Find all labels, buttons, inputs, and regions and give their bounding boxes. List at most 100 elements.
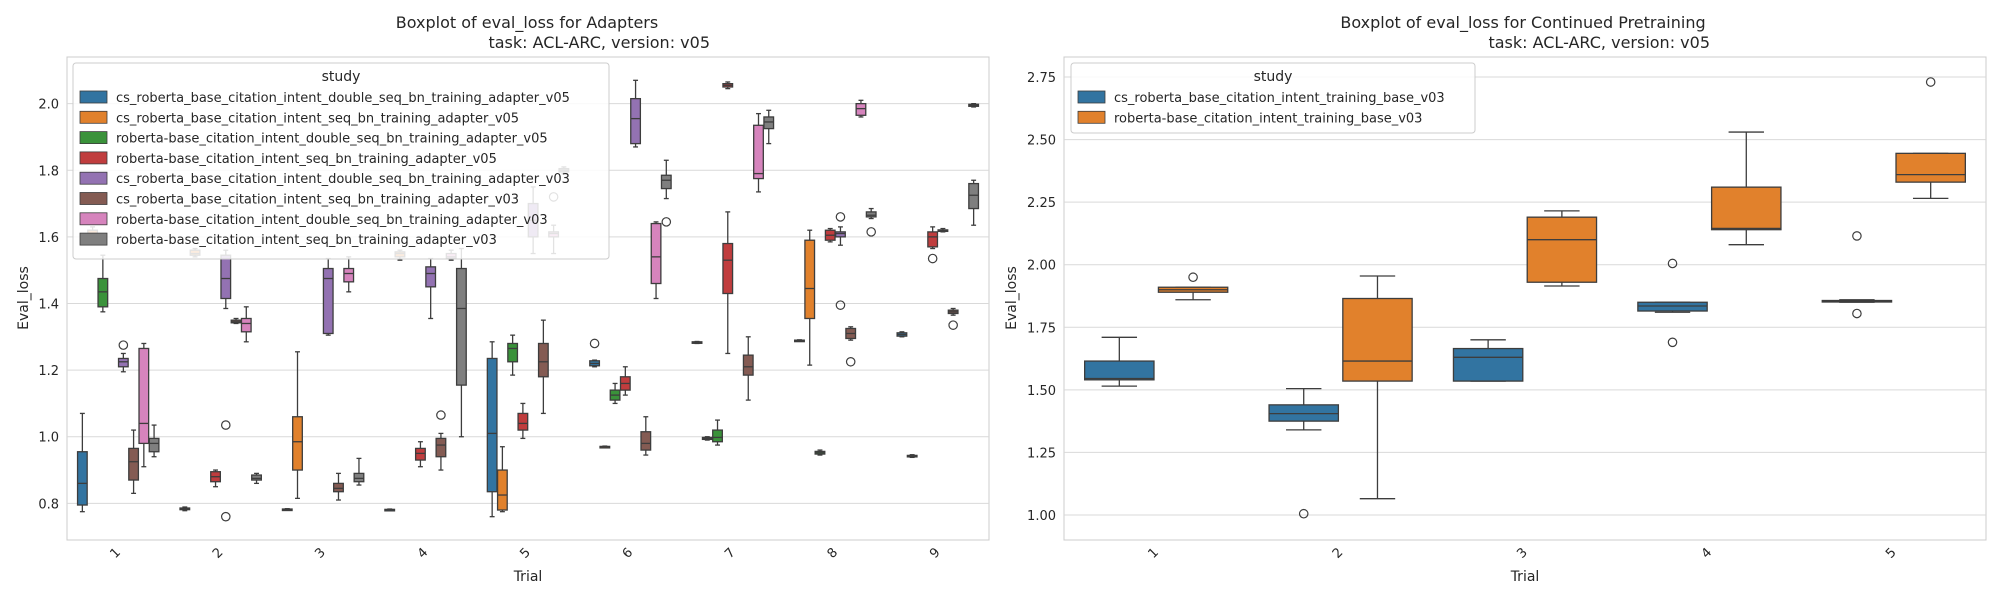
- legend-label: roberta-base_citation_intent_double_seq_…: [116, 213, 548, 228]
- box: [414, 441, 426, 468]
- y-tick-labels: 1.00 1.25 1.50 1.75 2.00 2.25 2.50 2.75: [1027, 71, 1056, 524]
- outlier-point: [118, 340, 129, 350]
- box-body: [128, 447, 140, 481]
- y-tick-label: 1.4: [38, 297, 59, 312]
- box: [650, 221, 662, 300]
- outlier-point: [1667, 337, 1678, 348]
- legend-swatch: [79, 232, 108, 246]
- x-tick-label: 8: [825, 545, 841, 561]
- legend-items: cs_roberta_base_citation_intent_double_s…: [79, 90, 570, 248]
- box-body: [414, 447, 426, 461]
- legend-frame: [1070, 62, 1476, 134]
- x-axis-label: Trial: [1510, 569, 1540, 585]
- box: [589, 338, 601, 368]
- outlier-point: [1188, 272, 1198, 283]
- legend-label: cs_roberta_base_citation_intent_seq_bn_t…: [116, 193, 519, 208]
- outlier-point: [835, 300, 846, 310]
- y-tick-label: 2.0: [38, 98, 59, 113]
- box-body: [1895, 152, 1966, 183]
- legend-swatch: [1077, 110, 1106, 124]
- box-body: [927, 231, 939, 248]
- box-body: [425, 266, 437, 288]
- box: [855, 99, 867, 118]
- legend-label: cs_roberta_base_citation_intent_double_s…: [116, 91, 570, 106]
- y-tick-label: 2.75: [1027, 71, 1056, 86]
- y-tick-label: 1.8: [38, 164, 59, 179]
- box: [1526, 210, 1598, 287]
- box: [1452, 339, 1524, 382]
- box: [896, 331, 908, 338]
- chart-title: Boxplot of eval_loss for Continued Pretr…: [1340, 13, 1705, 33]
- box: [742, 336, 754, 401]
- box-body: [117, 357, 129, 368]
- box: [691, 340, 703, 345]
- chart-continued-pretraining: 1.00 1.25 1.50 1.75 2.00 2.25 2.50 2.75 1 2 3 4 5 B…: [1004, 13, 1987, 585]
- box-body: [97, 277, 109, 308]
- x-tick-label: 3: [312, 545, 328, 561]
- box: [1157, 272, 1229, 301]
- box: [1268, 387, 1340, 519]
- box-body: [834, 231, 846, 238]
- box: [937, 227, 949, 233]
- box: [814, 449, 826, 456]
- outlier-point: [220, 420, 231, 430]
- box: [640, 416, 652, 456]
- legend-swatch: [79, 131, 108, 145]
- legend-label: roberta-base_citation_intent_seq_bn_trai…: [116, 152, 497, 167]
- box-body: [1084, 360, 1155, 381]
- box: [76, 412, 88, 513]
- box-body: [486, 357, 498, 493]
- y-tick-label: 1.2: [38, 364, 59, 379]
- box: [947, 307, 959, 330]
- box-body: [76, 451, 88, 506]
- legend-frame: [72, 62, 610, 260]
- box-body: [343, 267, 355, 283]
- box-marks: [76, 79, 980, 522]
- x-tick-label: 2: [1330, 545, 1346, 561]
- legend-label: cs_roberta_base_citation_intent_double_s…: [116, 172, 570, 187]
- plot-background: [1063, 56, 1987, 541]
- box-body: [455, 267, 467, 386]
- box-body: [496, 469, 508, 511]
- y-tick-label: 1.0: [38, 431, 59, 446]
- legend-swatch: [79, 110, 108, 124]
- box-body: [353, 472, 365, 483]
- box-body: [292, 416, 303, 471]
- y-tick-labels: 0.8 1.0 1.2 1.4 1.6 1.8 2.0: [38, 98, 59, 513]
- legend-swatch: [79, 192, 108, 205]
- box-body: [640, 431, 652, 451]
- legend-title: study: [322, 69, 361, 85]
- x-tick-label: 7: [722, 545, 738, 561]
- box: [906, 454, 918, 459]
- box-body: [240, 317, 252, 333]
- box-body: [1452, 347, 1524, 382]
- outlier-point: [1925, 77, 1936, 87]
- box: [425, 257, 437, 320]
- box-body: [220, 254, 232, 300]
- legend-swatch: [79, 171, 108, 185]
- chart-subtitle: task: ACL-ARC, version: v05: [1488, 33, 1710, 52]
- outlier-point: [1852, 308, 1862, 319]
- box: [148, 424, 160, 458]
- box: [722, 81, 734, 90]
- outlier-point: [220, 511, 231, 522]
- box: [660, 159, 672, 227]
- box: [763, 109, 775, 145]
- box-body: [630, 97, 642, 145]
- legend-swatch: [1077, 90, 1106, 104]
- box: [128, 429, 140, 495]
- legend-label: cs_roberta_base_citation_intent_seq_bn_t…: [116, 111, 519, 126]
- legend-items: cs_roberta_base_citation_intent_training…: [1077, 90, 1445, 126]
- outlier-point: [436, 410, 446, 420]
- legend-label: cs_roberta_base_citation_intent_training…: [1114, 91, 1445, 106]
- box: [804, 229, 816, 366]
- x-tick-label: 5: [1883, 545, 1899, 561]
- box: [1637, 258, 1708, 348]
- box: [1342, 275, 1413, 500]
- box: [1895, 77, 1966, 200]
- box-body: [804, 239, 816, 320]
- outlier-point: [1852, 231, 1862, 241]
- legend-label: roberta-base_citation_intent_training_ba…: [1114, 111, 1422, 126]
- chart-subtitle: task: ACL-ARC, version: v05: [488, 33, 710, 52]
